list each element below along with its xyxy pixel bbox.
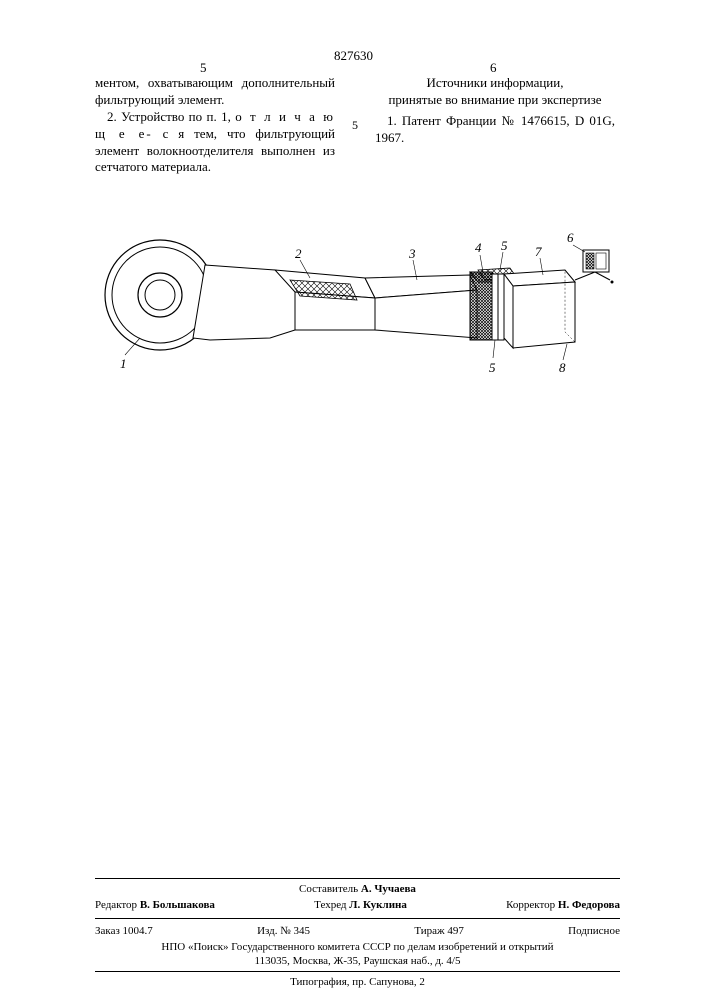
sources-heading2: принятые во внимание при экспертизе [375,92,615,109]
compiler-name: А. Чучаева [361,883,416,895]
svg-text:8: 8 [559,360,566,375]
svg-text:1: 1 [120,356,127,371]
techred-name: Л. Куклина [349,899,407,911]
reference-1: 1. Патент Франции № 1476615, D 01G, 1967… [375,113,615,147]
credits-row: Редактор В. Большакова Техред Л. Куклина… [95,896,620,914]
svg-text:5: 5 [501,238,508,253]
print-row: Заказ 1004.7 Изд. № 345 Тираж 497 Подпис… [95,922,620,940]
left-column: ментом, охватывающим дополнительный филь… [95,75,335,176]
para2: 2. Устройство по п. 1, о т л и ч а ю щ е… [95,109,335,177]
svg-text:4: 4 [475,240,482,255]
org: НПО «Поиск» Государственного комитета СС… [95,940,620,954]
right-column: Источники информации, принятые во вниман… [375,75,615,147]
svg-text:3: 3 [408,246,416,261]
para2-lead: 2. Устройство по п. 1, [107,109,235,124]
svg-text:7: 7 [535,244,542,259]
compiler-row: Составитель А. Чучаева [95,882,620,896]
tirazh: Тираж 497 [414,924,464,938]
patent-figure: 1 2 3 4 5 5 6 7 8 [95,220,625,420]
svg-text:5: 5 [489,360,496,375]
line-number-marker: 5 [352,118,358,134]
izd: Изд. № 345 [257,924,310,938]
techred-label: Техред [314,899,346,911]
sub: Подписное [568,924,620,938]
editor-name: В. Большакова [140,899,215,911]
patent-number: 827630 [334,48,373,65]
svg-text:2: 2 [295,246,302,261]
svg-text:6: 6 [567,230,574,245]
footer: Составитель А. Чучаева Редактор В. Больш… [95,875,620,990]
sources-heading1: Источники информации, [375,75,615,92]
editor-label: Редактор [95,899,137,911]
corrector-name: Н. Федорова [558,899,620,911]
compiler-label: Составитель [299,883,358,895]
address: 113035, Москва, Ж-35, Раушская наб., д. … [95,954,620,968]
para1: ментом, охватывающим дополнительный филь… [95,75,335,109]
order: Заказ 1004.7 [95,924,153,938]
printer: Типография, пр. Сапунова, 2 [95,975,620,989]
corrector-label: Корректор [506,899,555,911]
